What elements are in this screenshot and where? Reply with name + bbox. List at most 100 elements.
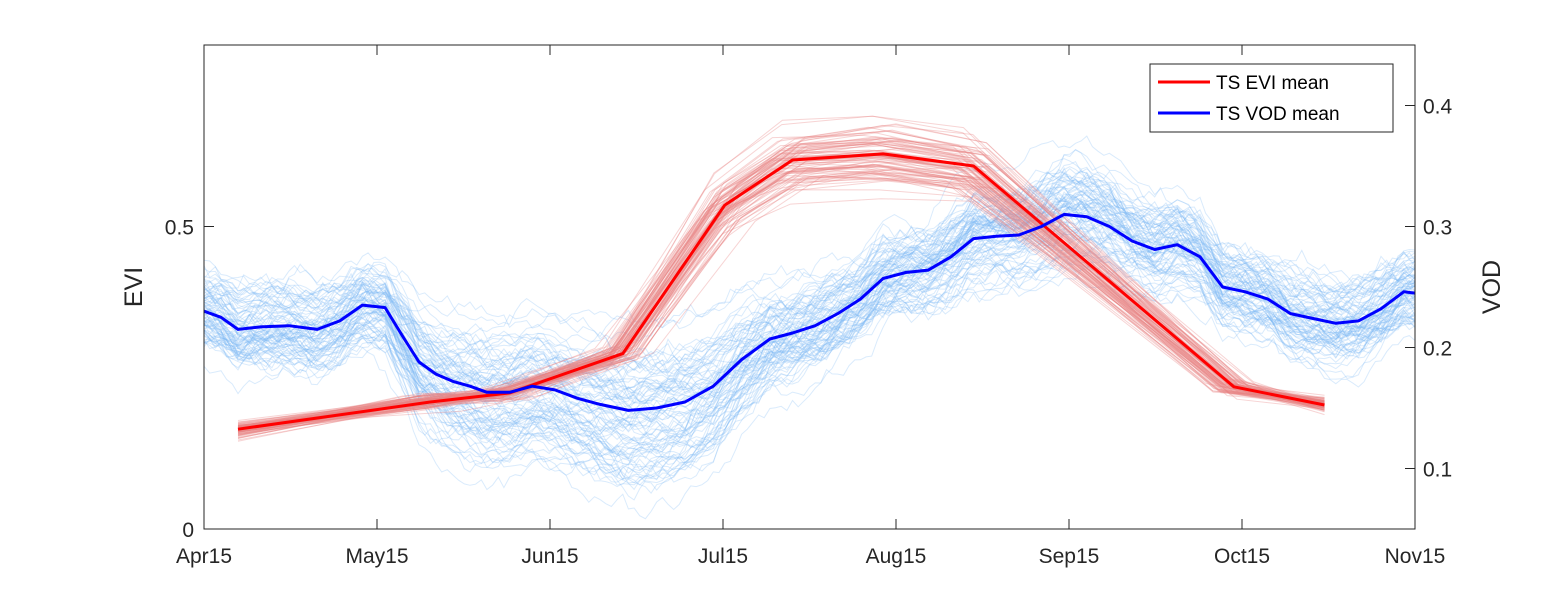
evi-member-line: [237, 130, 1325, 437]
vod-member-line: [204, 172, 1415, 435]
x-tick-label: Jul15: [698, 545, 748, 568]
vod-member-line: [204, 193, 1415, 422]
vod-member-line: [204, 211, 1415, 466]
vod-member-line: [204, 261, 1415, 436]
vod-member-line: [204, 220, 1415, 369]
evi-member-line: [237, 172, 1325, 427]
legend: TS EVI mean TS VOD mean: [1149, 63, 1394, 133]
x-tick-label: May15: [345, 545, 408, 568]
vod-member-line: [204, 212, 1415, 491]
evi-member-line: [237, 153, 1325, 427]
evi-member-line: [237, 172, 1325, 429]
mean-lines: [204, 152, 1415, 431]
evi-member-line: [237, 126, 1325, 436]
x-tick-label: Oct15: [1214, 545, 1270, 568]
evi-member-line: [237, 157, 1325, 428]
evi-member-line: [237, 164, 1325, 428]
vod-member-line: [204, 181, 1415, 483]
evi-member-line: [237, 147, 1325, 427]
vod-member-line: [204, 186, 1415, 404]
x-tick-label: Nov15: [1385, 545, 1446, 568]
vod-member-line: [204, 185, 1415, 329]
evi-member-line: [237, 166, 1325, 433]
vod-member-line: [204, 227, 1415, 364]
evi-member-line: [237, 141, 1325, 439]
evi-member-line: [237, 143, 1325, 433]
vod-member-lines: [204, 135, 1415, 520]
vod-member-line: [204, 205, 1415, 374]
vod-member-line: [204, 204, 1415, 426]
right-tick-label: 0.4: [1423, 96, 1453, 119]
evi-member-line: [237, 153, 1325, 426]
vod-member-line: [204, 168, 1415, 412]
vod-member-line: [204, 202, 1415, 501]
vod-member-line: [204, 217, 1415, 433]
vod-member-line: [204, 214, 1415, 366]
evi-member-line: [237, 140, 1325, 428]
evi-member-line: [237, 164, 1325, 430]
evi-member-line: [237, 149, 1325, 441]
evi-member-line: [237, 163, 1325, 433]
vod-member-line: [204, 170, 1415, 467]
evi-member-line: [237, 155, 1325, 436]
vod-member-line: [204, 189, 1415, 464]
evi-member-line: [237, 172, 1325, 429]
vod-member-line: [204, 185, 1415, 394]
vod-member-line: [204, 247, 1415, 400]
legend-entry-evi: TS EVI mean: [1216, 73, 1329, 94]
evi-member-line: [237, 189, 1325, 431]
axes: [203, 44, 1416, 530]
vod-member-line: [204, 171, 1415, 478]
vod-member-line: [204, 218, 1415, 453]
vod-member-line: [204, 228, 1415, 471]
vod-member-line: [204, 201, 1415, 404]
evi-member-line: [237, 178, 1325, 421]
evi-member-line: [237, 134, 1325, 431]
vod-member-line: [204, 180, 1415, 405]
evi-member-line: [237, 115, 1325, 437]
vod-member-line: [204, 213, 1415, 338]
vod-member-line: [204, 211, 1415, 385]
evi-member-line: [237, 198, 1325, 435]
right-tick-label: 0.2: [1423, 338, 1452, 361]
vod-member-line: [204, 171, 1415, 400]
tick-labels: Apr15 May15 Jun15 Jul15 Aug15 Sep15 Oct15 Nov15…: [165, 96, 1453, 569]
right-axis-label: VOD: [1478, 260, 1506, 314]
evi-member-line: [237, 142, 1325, 428]
plot-frame: [203, 44, 1416, 530]
vod-member-line: [204, 176, 1415, 413]
left-tick-label: 0: [182, 519, 194, 542]
vod-member-line: [204, 189, 1415, 377]
vod-member-line: [204, 244, 1415, 385]
x-tick-label: Sep15: [1039, 545, 1100, 568]
vod-member-line: [204, 191, 1415, 455]
evi-member-line: [237, 129, 1325, 429]
vod-member-line: [204, 227, 1415, 459]
vod-mean-line: [204, 212, 1415, 412]
evi-member-line: [237, 154, 1325, 427]
evi-member-line: [237, 179, 1325, 430]
vod-member-line: [204, 135, 1415, 443]
evi-member-line: [237, 165, 1325, 426]
vod-member-line: [204, 191, 1415, 491]
vod-member-line: [204, 191, 1415, 486]
vod-member-line: [204, 166, 1415, 457]
vod-member-line: [204, 249, 1415, 394]
vod-member-line: [204, 203, 1415, 373]
vod-member-line: [204, 228, 1415, 520]
vod-member-line: [204, 211, 1415, 393]
vod-member-line: [204, 197, 1415, 480]
evi-member-line: [237, 176, 1325, 429]
vod-member-line: [204, 246, 1415, 407]
evi-member-line: [237, 143, 1325, 431]
evi-member-line: [237, 177, 1325, 433]
evi-member-line: [237, 153, 1325, 429]
vod-member-line: [204, 168, 1415, 390]
vod-member-line: [204, 233, 1415, 407]
evi-member-line: [237, 165, 1325, 428]
vod-member-line: [204, 158, 1415, 468]
evi-member-line: [237, 124, 1325, 433]
left-tick-label: 0.5: [165, 217, 194, 240]
evi-member-line: [237, 158, 1325, 429]
evi-member-line: [237, 139, 1325, 429]
